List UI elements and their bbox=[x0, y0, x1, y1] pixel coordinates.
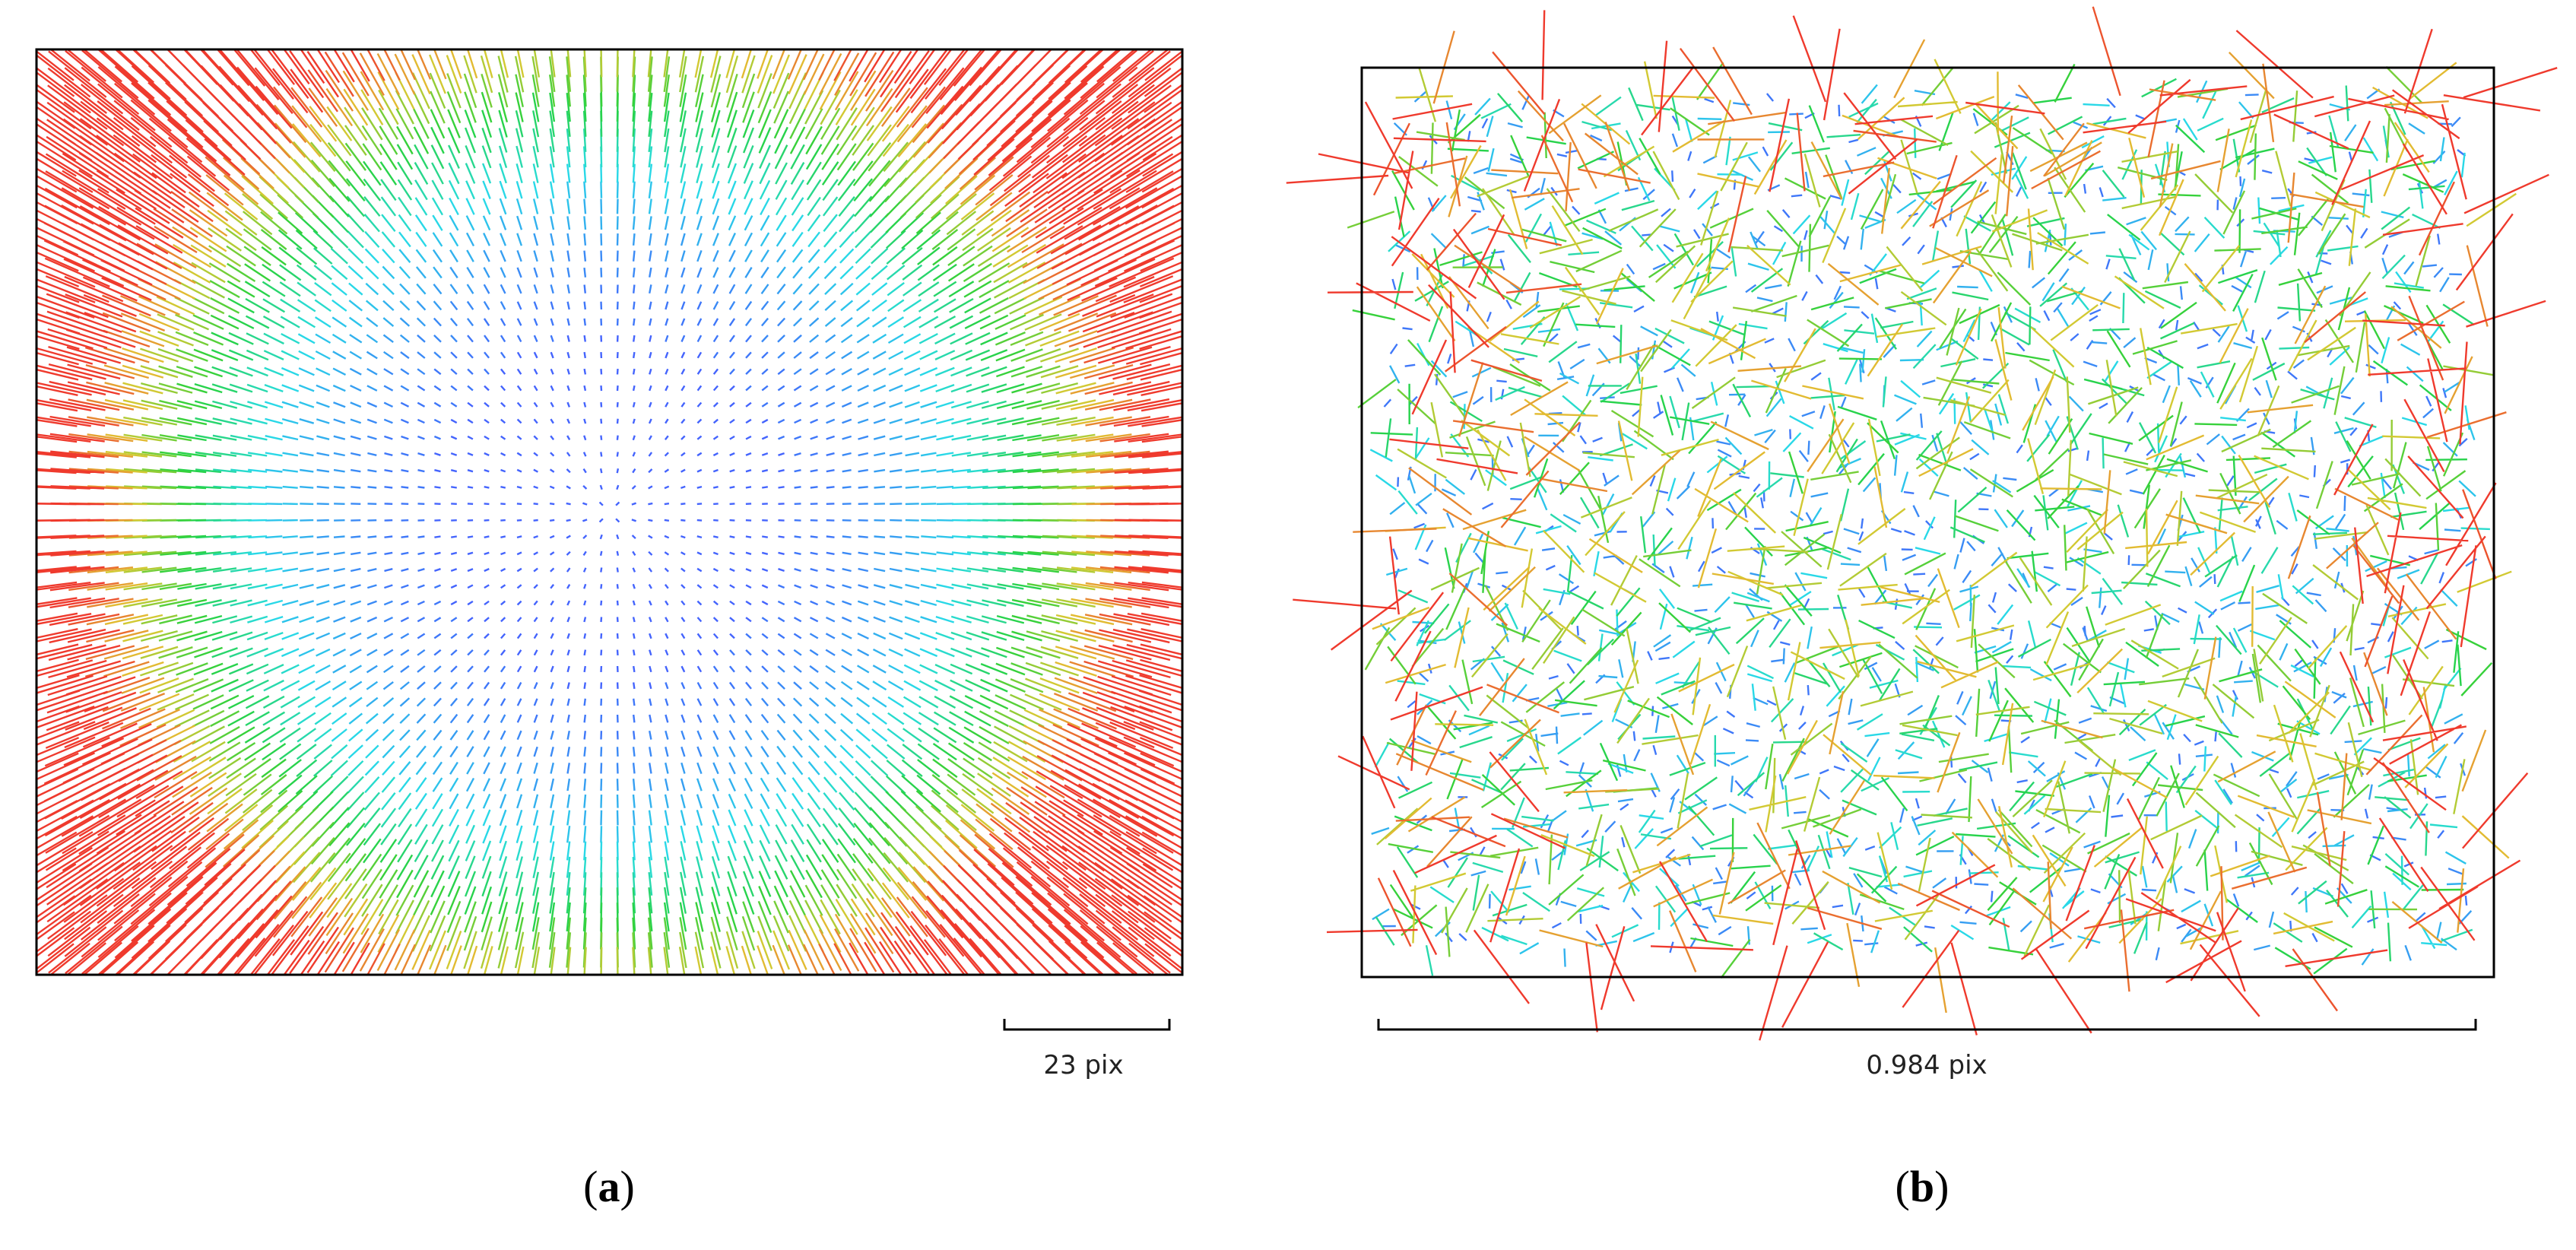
vector-group-b bbox=[1394, 46, 2507, 992]
panel-b-frame bbox=[1360, 66, 2495, 979]
vector-group-b bbox=[1286, 10, 2558, 1041]
vector-group-a bbox=[68, 49, 1150, 975]
vector-group-a bbox=[213, 128, 1006, 896]
vector-group-b bbox=[1382, 94, 2477, 961]
caption-part: ( bbox=[583, 1162, 598, 1211]
vector-group-b bbox=[1372, 62, 2510, 963]
vector-group-b bbox=[1385, 78, 2475, 962]
vector-field-a bbox=[36, 49, 1182, 975]
vector-group-a bbox=[104, 49, 1115, 975]
vector-group-a bbox=[350, 250, 869, 774]
vector-group-a bbox=[141, 56, 1077, 968]
caption-b: (b) bbox=[1896, 1162, 1949, 1211]
vector-group-a bbox=[123, 49, 1096, 975]
vector-group-a bbox=[299, 198, 920, 826]
scale-label-a: 23 pix bbox=[1043, 1050, 1123, 1080]
vector-group-a bbox=[159, 74, 1060, 950]
caption-part: b bbox=[1910, 1162, 1934, 1211]
vector-group-b bbox=[1371, 90, 2467, 967]
caption-part: ) bbox=[1934, 1162, 1949, 1211]
vector-group-a bbox=[160, 75, 1059, 950]
vector-group-a bbox=[68, 49, 1151, 975]
scale-bar-a bbox=[1003, 1019, 1171, 1031]
vector-group-b bbox=[1393, 88, 2473, 961]
caption-part: a bbox=[598, 1162, 620, 1211]
vector-group-a bbox=[316, 233, 903, 792]
panel-a-frame bbox=[35, 48, 1184, 976]
vector-group-a bbox=[434, 335, 785, 690]
vector-group-a bbox=[36, 49, 1182, 975]
vector-group-b bbox=[1379, 80, 2476, 955]
vector-group-a bbox=[230, 146, 988, 878]
vector-group-b bbox=[1374, 90, 2490, 946]
scale-label-b: 0.984 pix bbox=[1866, 1050, 1987, 1080]
vector-group-b bbox=[1375, 85, 2439, 954]
vector-group-a bbox=[384, 284, 835, 740]
vector-group-a bbox=[265, 181, 954, 843]
vector-group-a bbox=[195, 110, 1024, 914]
vector-group-a bbox=[248, 163, 971, 861]
caption-part: ) bbox=[620, 1162, 635, 1211]
vector-field-b bbox=[1286, 6, 2558, 1041]
caption-a: (a) bbox=[583, 1162, 635, 1211]
vector-group-a bbox=[105, 49, 1114, 975]
vector-group-a bbox=[195, 128, 1023, 896]
vector-group-b bbox=[1372, 6, 2497, 1012]
vector-group-a bbox=[177, 92, 1042, 932]
vector-group-b bbox=[1347, 65, 2423, 957]
scale-bar-b bbox=[1377, 1019, 2477, 1031]
vector-group-b bbox=[1395, 59, 2517, 945]
caption-part: ( bbox=[1896, 1162, 1910, 1211]
vector-group-a bbox=[123, 56, 1096, 969]
vector-group-a bbox=[87, 49, 1132, 975]
